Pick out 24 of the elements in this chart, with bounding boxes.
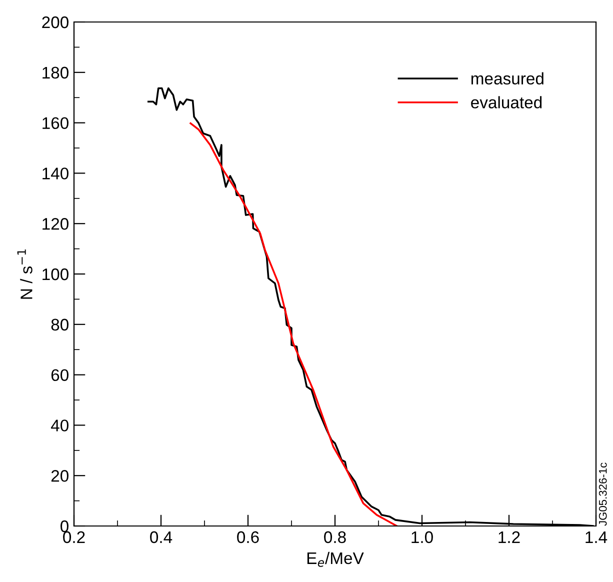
x-tick-label: 1.0 <box>412 531 433 544</box>
line-series <box>190 122 398 526</box>
x-tick-label: 0.8 <box>324 531 346 544</box>
y-tick-label: 80 <box>51 318 68 331</box>
x-tick-label: 0.2 <box>63 531 85 544</box>
y-axis-title: N / s$^{−1}$ <box>17 250 32 299</box>
x-tick-label: 0.4 <box>150 531 172 544</box>
y-tick-label: 60 <box>51 369 68 382</box>
y-tick-label: 20 <box>51 470 68 482</box>
y-tick-label: 160 <box>42 117 68 130</box>
x-tick-label: 1.2 <box>498 531 520 543</box>
x-tick-label: 0.6 <box>237 531 259 544</box>
y-tick-label: 100 <box>42 268 68 280</box>
y-tick-label: 0 <box>60 520 68 532</box>
y-tick-label: 140 <box>42 168 68 180</box>
legend-label: measured <box>471 72 544 85</box>
text: JG05.326-1c <box>598 462 607 526</box>
y-tick-label: 200 <box>42 16 68 28</box>
legend-label: evaluated <box>471 96 542 108</box>
y-tick-label: 180 <box>42 66 68 79</box>
y-tick-label: 120 <box>42 218 68 230</box>
x-tick-label: 1.4 <box>586 531 608 543</box>
x-axis-title: E$_{e}$/MeV <box>307 552 364 567</box>
y-tick-label: 40 <box>50 420 68 432</box>
